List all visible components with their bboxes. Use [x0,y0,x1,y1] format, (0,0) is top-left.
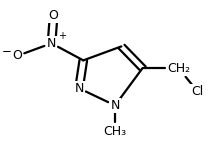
Text: N: N [47,37,56,50]
Text: O: O [13,49,23,62]
Text: O: O [49,9,59,22]
Text: CH₃: CH₃ [104,125,127,138]
Text: Cl: Cl [191,85,204,98]
Text: N: N [74,82,84,95]
Text: CH₂: CH₂ [167,62,190,75]
Text: −: − [2,45,12,58]
Text: +: + [58,31,66,41]
Text: N: N [110,99,120,112]
